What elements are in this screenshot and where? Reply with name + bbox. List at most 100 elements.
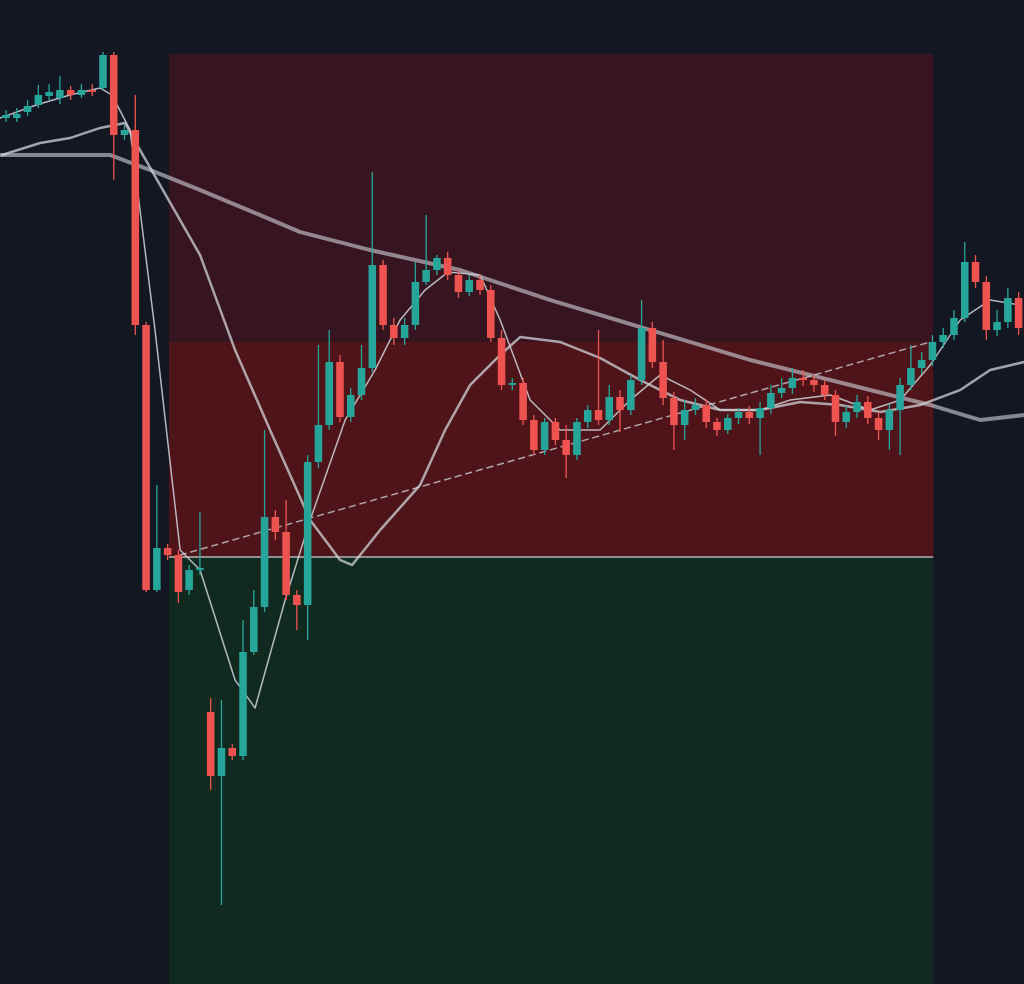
candle-body: [185, 570, 193, 590]
candle-body: [896, 385, 904, 410]
candle-body: [745, 412, 754, 418]
candle-body: [982, 282, 991, 330]
candle-body: [562, 440, 570, 455]
candle-body: [993, 322, 1001, 330]
candle-body: [616, 397, 624, 410]
candle-body: [476, 280, 484, 290]
candle-body: [465, 280, 474, 292]
candle-body: [767, 393, 775, 408]
candle-body: [142, 325, 150, 590]
candle-body: [702, 405, 710, 422]
candle-body: [45, 92, 53, 96]
candle-body: [293, 595, 301, 605]
candle-body: [411, 282, 420, 325]
candle-body: [163, 548, 172, 555]
candle-body: [810, 380, 818, 385]
candle-body: [864, 402, 872, 418]
candle-body: [34, 95, 43, 105]
candle-body: [120, 130, 129, 135]
candle-body: [842, 412, 851, 422]
candle-body: [346, 395, 355, 417]
candle-body: [713, 422, 721, 430]
candle-body: [282, 532, 290, 595]
candle-body: [831, 395, 840, 422]
candle-body: [1004, 298, 1012, 322]
candle-body: [454, 275, 463, 292]
candle-body: [939, 335, 947, 342]
candle-body: [66, 90, 75, 95]
candle-body: [907, 368, 915, 385]
candle-body: [99, 55, 107, 88]
candle-body: [336, 362, 344, 417]
candle-body: [443, 258, 452, 275]
candle-body: [874, 418, 883, 430]
candle-body: [88, 90, 96, 92]
candle-body: [196, 568, 204, 570]
candle-body: [2, 115, 10, 118]
trend-line: [179, 341, 932, 556]
candle-body: [56, 90, 64, 98]
candle-body: [820, 385, 829, 395]
candle-body: [799, 378, 807, 380]
moving-average: [0, 121, 1024, 567]
candle-body: [573, 422, 581, 455]
candle-body: [627, 380, 635, 410]
candle-body: [530, 420, 538, 450]
candle-body: [379, 265, 387, 325]
candle-body: [853, 402, 861, 412]
candle-body: [777, 388, 786, 393]
candle-body: [928, 342, 937, 360]
target-zone: [169, 557, 934, 984]
candle-body: [497, 338, 506, 385]
candle-body: [540, 422, 549, 450]
candle-body: [519, 383, 527, 420]
candle-body: [314, 425, 323, 462]
candle-body: [723, 418, 732, 430]
candle-body: [950, 318, 958, 335]
candle-body: [23, 106, 32, 112]
candle-body: [788, 378, 797, 388]
candle-body: [109, 55, 118, 135]
candle-body: [153, 548, 161, 590]
candle-body: [605, 397, 614, 420]
candle-body: [131, 130, 140, 325]
candle-body: [271, 517, 280, 532]
candle-body: [756, 408, 764, 418]
candle-body: [174, 555, 183, 592]
candle-body: [206, 712, 215, 776]
candle-body: [400, 325, 409, 338]
candle-body: [971, 262, 980, 282]
candle-body: [250, 607, 258, 652]
candle-body: [217, 748, 226, 776]
candle-body: [422, 270, 430, 282]
candle-body: [960, 262, 969, 318]
candle-body: [885, 410, 894, 430]
candle-body: [691, 405, 700, 410]
candle-body: [239, 652, 247, 756]
candle-body: [917, 360, 926, 368]
candle-body: [659, 362, 667, 398]
candle-body: [77, 90, 86, 95]
candle-body: [368, 265, 377, 368]
candle-body: [228, 748, 237, 756]
candle-body: [433, 258, 441, 270]
candle-body: [1014, 298, 1023, 328]
candle-body: [680, 410, 689, 425]
candle-body: [594, 410, 603, 420]
candle-body: [325, 362, 333, 425]
candle-body: [260, 517, 269, 607]
candle-body: [734, 412, 743, 418]
candle-body: [551, 422, 560, 440]
candle-body: [648, 328, 657, 362]
candle-body: [487, 290, 495, 338]
candle-body: [583, 410, 592, 422]
candle-body: [13, 114, 21, 118]
candle-body: [390, 325, 398, 338]
candle-body: [357, 368, 366, 395]
candle-body: [303, 462, 312, 605]
candle-body: [637, 328, 646, 380]
candle-body: [508, 383, 517, 385]
candle-body: [670, 398, 678, 425]
